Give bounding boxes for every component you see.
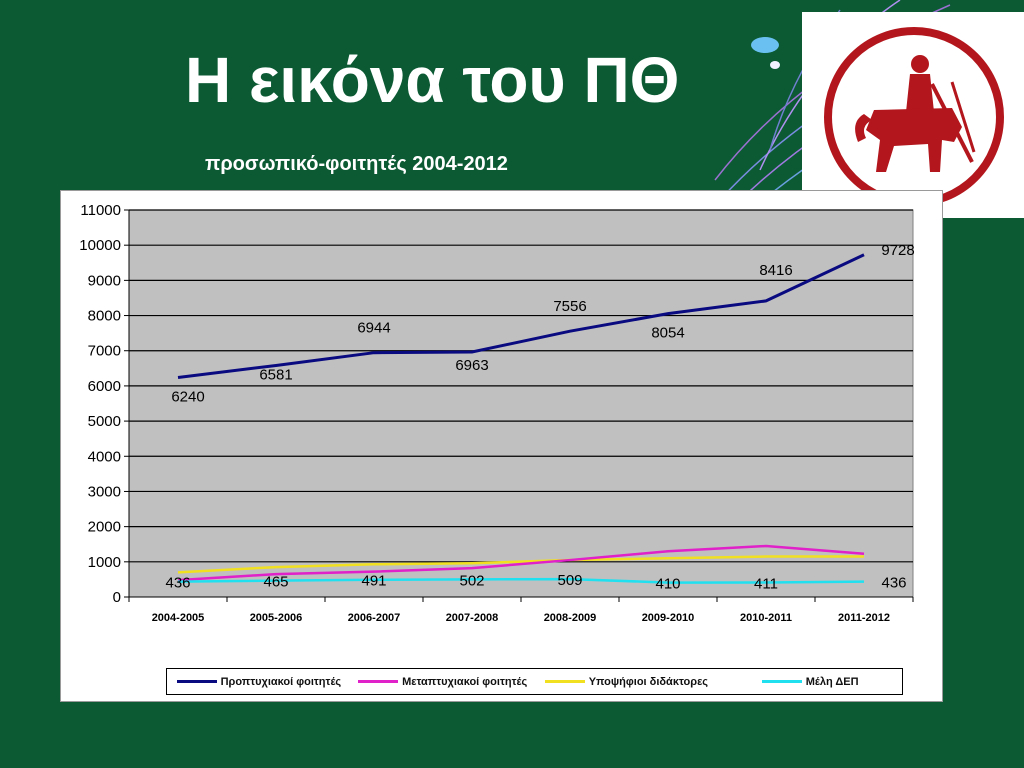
data-label-faculty: 436 [165,575,190,592]
legend-swatch-postgraduates [358,680,399,683]
data-label-undergraduates: 6944 [357,320,390,337]
data-label-undergraduates: 6240 [171,388,204,405]
data-label-faculty: 410 [655,576,680,593]
x-tick-label: 2009-2010 [642,612,695,624]
data-label-undergraduates: 6963 [455,357,488,374]
chart-frame: 0 1000 2000 3000 4000 5000 6000 7000 8000 9000 100… [60,190,943,702]
x-tick-label: 2011-2012 [838,612,890,624]
legend-item-faculty: Μέλη ΔΕΠ [718,676,902,688]
x-tick-label: 2006-2007 [348,612,401,624]
legend-item-undergraduates: Προπτυχιακοί φοιτητές [167,676,351,688]
legend-label-undergraduates: Προπτυχιακοί φοιτητές [220,675,342,688]
y-tick-label: 11000 [80,202,121,219]
university-logo [802,12,1024,218]
chart-subtitle: προσωπικό-φοιτητές 2004-2012 [205,153,508,175]
series-line-0 [177,253,865,379]
data-label-undergraduates: 6581 [259,366,292,383]
legend-item-phd-candidates: Υποψήφιοι διδάκτορες [535,676,719,688]
y-tick-label: 5000 [88,413,121,430]
data-label-faculty: 411 [754,576,778,593]
y-tick-label: 6000 [88,378,121,395]
y-tick-label: 3000 [88,483,121,500]
x-tick-label: 2005-2006 [250,612,303,624]
x-tick-label: 2008-2009 [544,612,597,624]
data-label-faculty: 465 [263,574,288,591]
chart-legend: Προπτυχιακοί φοιτητές Μεταπτυχιακοί φοιτ… [166,668,903,695]
y-tick-label: 2000 [88,519,121,536]
legend-label-postgraduates: Μεταπτυχιακοί φοιτητές [402,675,528,688]
series-line-3 [177,577,865,584]
y-tick-label: 0 [113,589,121,606]
y-tick-label: 4000 [88,448,121,465]
x-tick-label: 2010-2011 [740,612,792,624]
legend-swatch-faculty [761,680,802,683]
y-tick-label: 7000 [88,343,121,360]
data-label-undergraduates: 7556 [553,298,586,315]
series-line-1 [177,544,865,582]
line-chart: 0 1000 2000 3000 4000 5000 6000 7000 8000 9000 100… [79,202,914,624]
data-label-faculty: 502 [459,572,484,589]
legend-label-phd-candidates: Υποψήφιοι διδάκτορες [588,675,709,688]
data-label-faculty: 491 [361,573,386,590]
y-tick-label: 9000 [88,272,121,289]
slide-title: Η εικόνα του ΠΘ [185,44,680,116]
centaur-seal-icon [824,27,1004,207]
plot-area [128,209,914,598]
data-label-undergraduates: 8054 [651,325,684,342]
x-tick-label: 2004-2005 [152,612,205,624]
legend-item-postgraduates: Μεταπτυχιακοί φοιτητές [351,676,535,688]
data-label-undergraduates: 9728 [881,242,914,259]
data-label-faculty: 509 [557,572,582,589]
series-line-2 [177,555,864,574]
legend-swatch-phd-candidates [544,680,585,683]
legend-swatch-undergraduates [176,680,217,683]
y-tick-label: 1000 [88,554,121,571]
legend-label-faculty: Μέλη ΔΕΠ [805,675,859,688]
x-tick-label: 2007-2008 [446,612,499,624]
data-label-faculty: 436 [881,575,906,592]
y-tick-label: 10000 [79,237,121,254]
y-tick-label: 8000 [88,308,121,325]
data-label-undergraduates: 8416 [759,262,792,279]
